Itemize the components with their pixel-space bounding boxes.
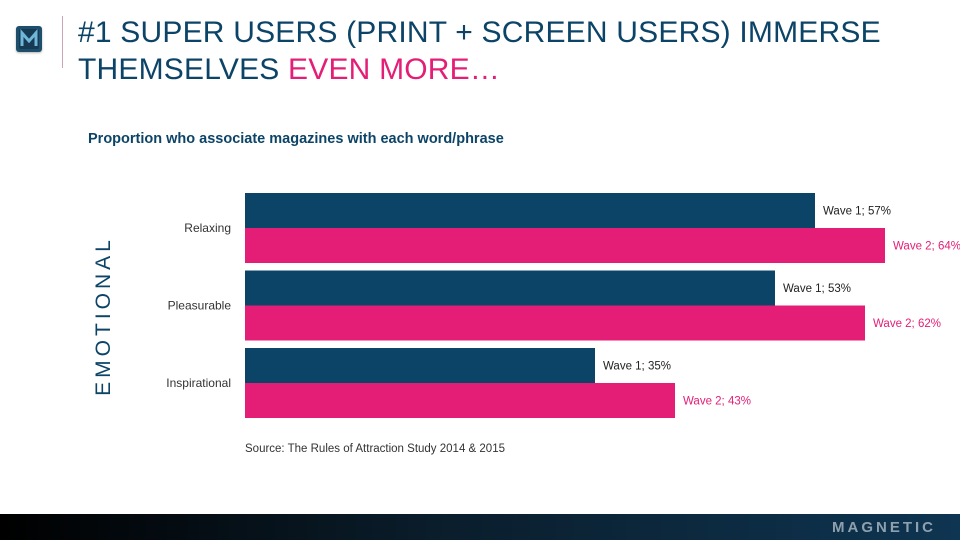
chart-title: Proportion who associate magazines with … bbox=[88, 131, 504, 147]
category-label: Relaxing bbox=[184, 221, 231, 235]
bar bbox=[245, 270, 775, 306]
bar bbox=[245, 228, 885, 263]
title-divider bbox=[62, 16, 63, 68]
title-main: #1 SUPER USERS (PRINT + SCREEN USERS) IM… bbox=[78, 16, 881, 86]
bar bbox=[245, 193, 815, 228]
data-label: Wave 1; 35% bbox=[603, 361, 671, 373]
data-label: Wave 1; 57% bbox=[823, 206, 891, 218]
magnetic-logo-icon bbox=[16, 26, 42, 52]
bar bbox=[245, 383, 675, 418]
title-accent: EVEN MORE… bbox=[288, 53, 501, 86]
data-label: Wave 2; 64% bbox=[893, 241, 960, 253]
source-note: Source: The Rules of Attraction Study 20… bbox=[245, 443, 505, 455]
page-title: #1 SUPER USERS (PRINT + SCREEN USERS) IM… bbox=[78, 14, 938, 88]
bar bbox=[245, 348, 595, 383]
data-label: Wave 2; 62% bbox=[873, 318, 941, 330]
data-label: Wave 2; 43% bbox=[683, 396, 751, 408]
bar bbox=[245, 305, 865, 341]
brand-wordmark: MAGNETIC bbox=[832, 519, 936, 536]
footer-bar: MAGNETIC bbox=[0, 514, 960, 540]
data-label: Wave 1; 53% bbox=[783, 283, 851, 295]
category-label: Inspirational bbox=[166, 376, 231, 390]
category-label: Pleasurable bbox=[168, 299, 232, 313]
